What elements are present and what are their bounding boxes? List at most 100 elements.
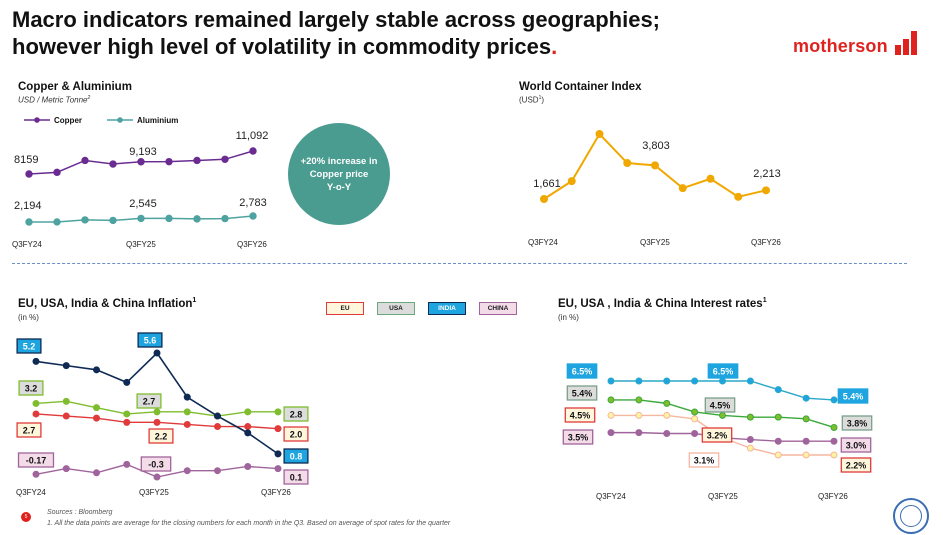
usa-point [607,396,615,404]
usa-data-label-box [566,385,598,401]
container-unit: (USD [519,95,539,105]
india-data-label-box [837,388,869,404]
china-data-label-box [840,437,872,453]
eu-point [93,414,100,422]
india-point [607,377,615,385]
eu-point [123,418,131,426]
interest-title: EU, USA , India & China Interest rates1 [558,297,767,310]
copper-point [53,168,61,177]
usa-point [274,408,282,416]
x-tick-label: Q3FY25 [139,488,169,497]
eu-point [830,451,838,459]
container-data-label: 2,213 [753,168,781,180]
x-tick-label: Q3FY26 [751,238,781,247]
logo-bar-icon [911,31,917,55]
china-point [244,462,252,470]
eu-point [62,412,70,420]
china-data-label-box [562,429,594,445]
eu-data-label-box [148,428,174,444]
title-period: . [551,34,558,59]
interest-title-text: EU, USA , India & China Interest rates [558,297,763,310]
china-point [635,429,643,437]
x-tick-label: Q3FY25 [640,238,670,247]
aluminium-data-label: 2,783 [239,197,267,209]
india-data-label: 5.6 [144,336,157,346]
aluminium-point [25,218,33,226]
logo-bar-icon [903,39,909,55]
india-point [214,412,221,420]
x-tick-label: Q3FY24 [528,238,558,247]
container-data-label: 3,803 [642,140,670,152]
india-point [153,349,161,357]
x-tick-label: Q3FY25 [126,240,156,249]
x-tick-label: Q3FY24 [12,240,42,249]
india-point [830,396,838,404]
aluminium-point [81,216,89,224]
india-data-label: 6.5% [713,367,734,377]
copper-point [109,160,117,168]
source-note: Sources : Bloomberg [47,509,113,516]
copper-point [81,156,89,165]
eu-point [607,411,615,419]
usa-point [746,413,754,421]
india-data-label: 0.8 [290,452,303,462]
china-point [62,465,70,473]
china-point [607,429,615,437]
x-tick-label: Q3FY24 [16,488,46,497]
logo-text: motherson [793,36,888,56]
india-data-label-box [707,363,739,379]
china-point [153,473,161,481]
india-point [123,378,131,386]
usa-data-label: 3.2 [25,384,38,394]
page-title: Macro indicators remained largely stable… [12,6,660,60]
china-point [691,429,699,437]
copper-point [137,158,145,166]
china-data-label: -0.17 [26,456,47,466]
usa-data-label: 2.7 [143,397,156,407]
container-index-subtitle: (USD1) [519,95,544,105]
container-unit-end: ) [541,95,545,105]
china-point [93,469,100,477]
container-point [651,161,659,170]
usa-point [62,397,70,405]
usa-data-label-box [136,393,162,409]
container-index-title: World Container Index [519,81,642,93]
x-tick-label: Q3FY26 [261,488,291,497]
eu-data-label: 4.5% [570,411,591,421]
inflation-title-text: EU, USA, India & China Inflation [18,297,193,310]
china-point [802,437,810,445]
usa-point [93,404,100,412]
x-tick-label: Q3FY26 [237,240,267,249]
india-data-label-box [16,338,42,354]
footnote: 1. All the data points are average for t… [47,520,451,527]
aluminium-point [221,214,229,223]
aluminium-point [165,214,173,223]
inflation-title: EU, USA, India & China Inflation1 [18,297,196,310]
india-data-label: 6.5% [572,367,593,377]
eu-data-label-box [283,426,309,442]
eu-data-label-box [840,457,872,473]
india-point [802,394,810,402]
eu-data-label: 2.0 [290,430,303,440]
inflation-subtitle: (in %) [18,313,39,322]
company-seal-icon [893,498,929,534]
copper-aluminium-title: Copper & Aluminium [18,81,132,93]
aluminium-point [193,215,201,223]
eu-data-label: 3.1% [694,456,715,466]
motherson-logo: motherson [793,27,923,57]
china-point [746,436,754,444]
eu-point [802,451,810,459]
india-point [93,366,100,374]
legend-aluminium-label: Aluminium [137,116,178,125]
china-point [774,437,782,445]
usa-data-label-box [283,406,309,422]
china-point [214,467,221,475]
logo-bar-icon [895,45,901,55]
usa-data-label: 5.4% [572,389,593,399]
eu-point [635,411,643,419]
page-number: 5 [21,512,31,522]
aluminium-point [137,214,145,223]
legend-eu: EU [326,302,364,315]
